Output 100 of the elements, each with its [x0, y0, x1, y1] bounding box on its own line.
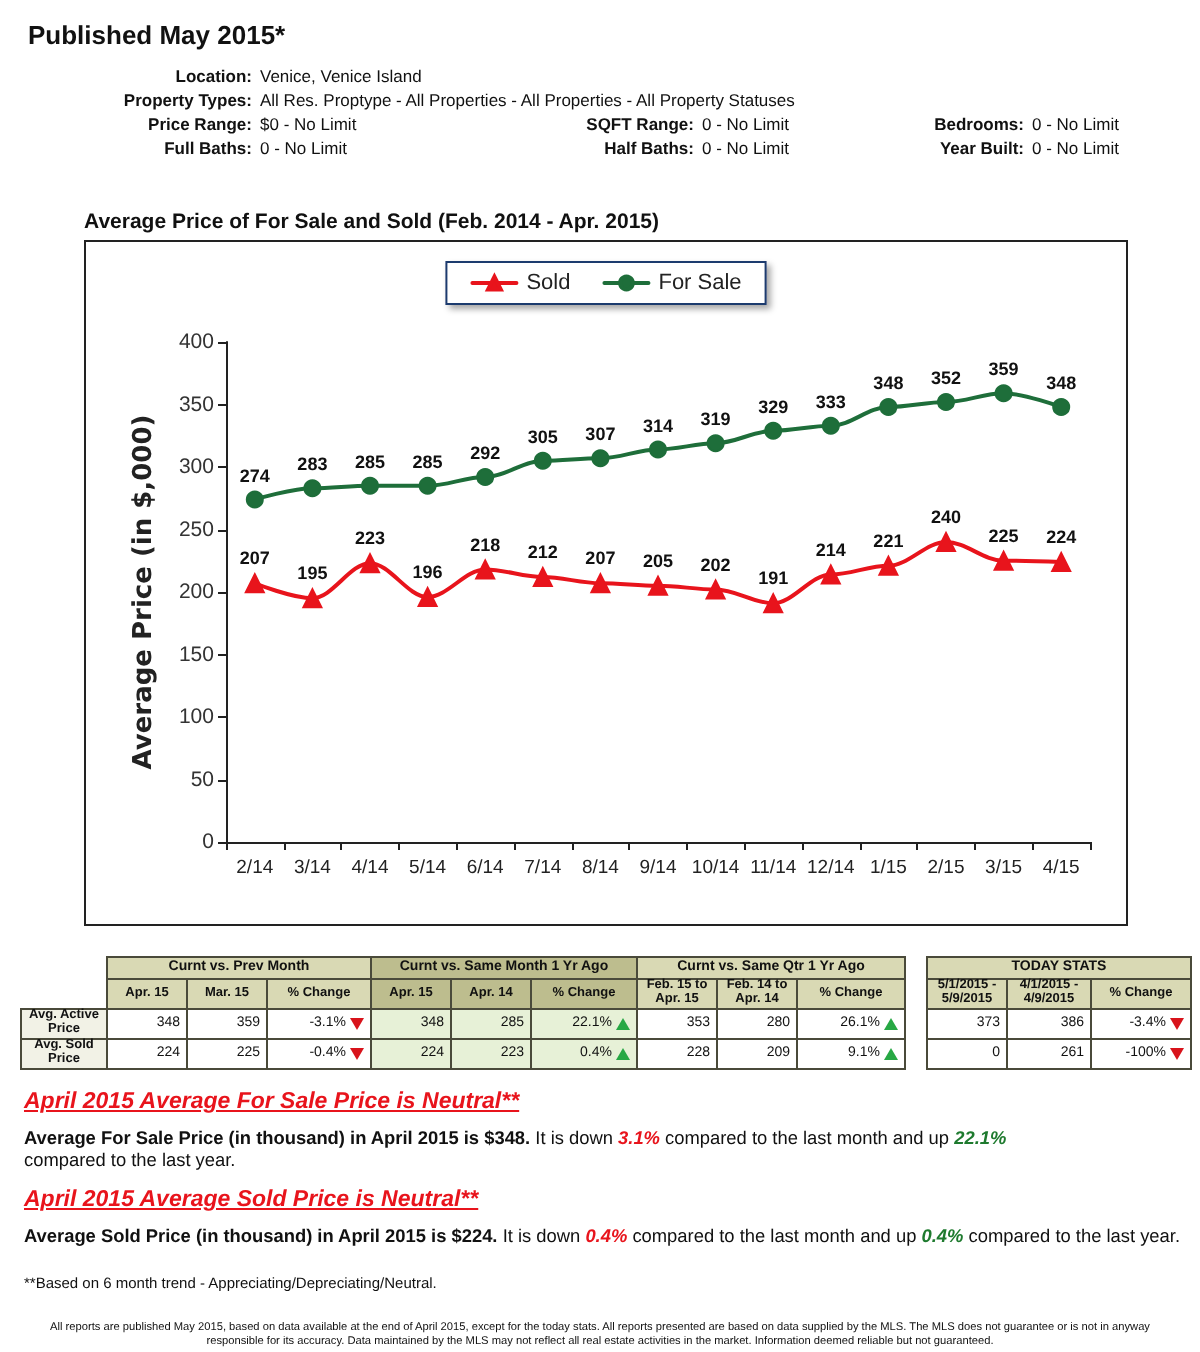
data-label: 218 — [470, 534, 501, 555]
text: compared to the last year. — [24, 1150, 236, 1172]
text: Full Baths: — [164, 138, 252, 158]
text: Bedrooms: — [934, 114, 1024, 134]
point — [994, 384, 1013, 403]
x-tick-label: 7/14 — [524, 857, 562, 879]
text: Property Types: — [123, 90, 252, 110]
legend-label: Sold — [526, 271, 571, 295]
data-label: 305 — [527, 426, 558, 447]
data-label: 212 — [527, 542, 558, 562]
text: $0 - No Limit — [260, 114, 357, 134]
data-label: 202 — [700, 554, 731, 575]
data-label: 224 — [1046, 527, 1077, 547]
data-label: 352 — [930, 368, 962, 388]
y-tick-label: 50 — [190, 767, 215, 792]
text: It is down — [502, 1226, 581, 1246]
point — [302, 588, 323, 609]
text: 0 - No Limit — [260, 138, 347, 158]
text: SQFT Range: — [586, 114, 694, 134]
text: Price Range: — [148, 114, 252, 134]
y-tick-label: 250 — [178, 517, 215, 542]
point — [705, 579, 726, 600]
legend-label: For Sale — [658, 271, 742, 295]
text: 0 - No Limit — [702, 114, 789, 134]
point — [476, 468, 495, 486]
x-tick-label: 12/14 — [807, 857, 855, 879]
y-tick-label: 150 — [178, 642, 215, 667]
text: 3.1% — [618, 1128, 660, 1148]
point — [649, 440, 667, 459]
x-tick-label: 1/15 — [869, 857, 907, 879]
y-tick-label: 350 — [178, 392, 215, 417]
point — [244, 573, 265, 594]
x-tick-label: 2/14 — [236, 857, 274, 879]
text: compared to the last month and up — [665, 1128, 950, 1148]
data-label: 225 — [988, 525, 1019, 546]
data-label: 359 — [988, 359, 1019, 380]
text: 0.4% — [921, 1226, 964, 1246]
text: April 2015 Average For Sale Price is Neutral** — [24, 1090, 520, 1114]
y-tick-label: 300 — [178, 455, 215, 479]
point — [821, 416, 840, 435]
point — [993, 550, 1014, 571]
point — [532, 567, 553, 587]
y-tick-label: 200 — [178, 580, 215, 604]
x-tick-label: 9/14 — [639, 857, 677, 879]
point — [1051, 552, 1072, 572]
x-tick-label: 4/15 — [1042, 857, 1080, 879]
data-label: 195 — [297, 563, 328, 584]
point — [475, 559, 496, 580]
text: Location: — [175, 66, 252, 86]
text: Published May 2015* — [28, 20, 286, 50]
point — [764, 421, 783, 440]
point — [418, 476, 437, 495]
text: compared to the last year. — [968, 1226, 1180, 1248]
point — [360, 553, 380, 574]
point — [1052, 398, 1071, 416]
x-tick-label: 8/14 — [581, 857, 619, 879]
x-tick-label: 3/15 — [985, 857, 1023, 879]
data-label: 333 — [815, 391, 846, 412]
point — [361, 476, 379, 495]
text: 22.1% — [954, 1128, 1007, 1148]
data-label: 319 — [700, 409, 731, 430]
x-tick-label: 5/14 — [409, 857, 447, 879]
data-label: 205 — [642, 550, 674, 571]
x-tick-label: 11/14 — [750, 857, 797, 879]
data-label: 196 — [412, 562, 443, 582]
data-label: 314 — [642, 415, 674, 436]
text: Average For Sale Price (in thousand) in April 2015 is $348. — [24, 1128, 531, 1148]
point — [936, 532, 956, 552]
point — [937, 393, 955, 411]
data-label: 240 — [930, 507, 962, 527]
text: 0 - No Limit — [702, 138, 789, 158]
data-label: 283 — [297, 454, 328, 475]
text: April 2015 Average Sold Price is Neutral** — [24, 1188, 479, 1212]
x-tick-label: 6/14 — [466, 857, 504, 879]
data-label: 191 — [758, 568, 789, 589]
data-label: 221 — [873, 530, 904, 551]
point — [245, 490, 264, 509]
data-label: 348 — [873, 373, 904, 393]
point — [591, 449, 610, 468]
data-label: 207 — [585, 548, 616, 569]
text: Year Built: — [939, 138, 1024, 158]
x-tick-label: 3/14 — [293, 857, 331, 879]
x-tick-label: 4/14 — [351, 857, 389, 879]
y-tick-label: 0 — [202, 830, 215, 854]
text: Venice, Venice Island — [260, 66, 422, 86]
text: It is down — [535, 1128, 613, 1148]
data-label: 214 — [815, 539, 846, 560]
y-tick-label: 400 — [178, 330, 215, 354]
point — [879, 398, 898, 416]
point — [533, 451, 552, 470]
point — [648, 575, 668, 596]
y-tick-label: 100 — [178, 705, 215, 729]
data-label: 223 — [354, 528, 386, 549]
data-label: 274 — [239, 465, 270, 486]
point — [303, 479, 322, 498]
text: Average Sold Price (in thousand) in April 2015 is $224. — [24, 1226, 498, 1246]
data-label: 348 — [1046, 373, 1077, 393]
y-axis-title: Average Price (in $,000) — [129, 414, 160, 770]
data-label: 285 — [412, 451, 443, 472]
text: 0 - No Limit — [1032, 114, 1119, 134]
